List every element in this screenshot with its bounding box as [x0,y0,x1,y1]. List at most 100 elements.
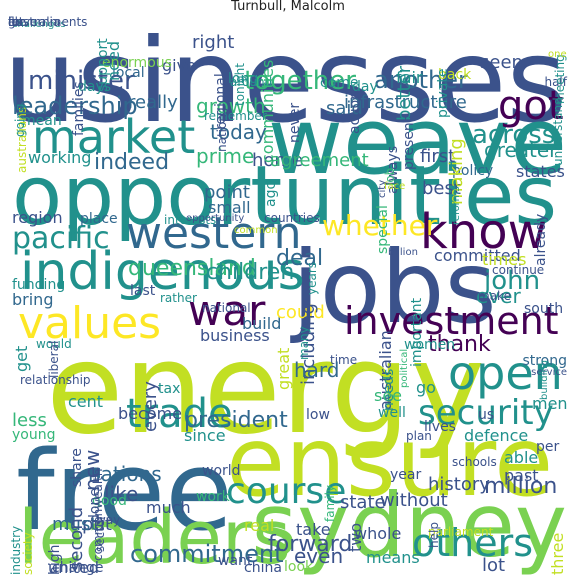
word-working: working [28,148,92,167]
word-hard: hard [294,358,340,382]
word-greater: greater [484,138,558,162]
word-values: values [18,298,162,349]
word-growth: growth [196,94,266,118]
word-free: free [16,427,233,555]
word-mean: mean [22,113,62,129]
word-since: since [184,426,226,445]
word-meeting: meeting [553,54,567,105]
word-service: service [531,367,567,378]
word-defence: defence [464,426,529,445]
word-enormous: enormous [102,55,172,71]
word-long: long [228,71,259,87]
word-come: come [320,75,359,91]
word-low: low [306,407,330,423]
word-fair: fair [396,68,423,87]
word-million: million [484,474,558,499]
word-rather: rather [160,291,197,305]
word-young: young [12,427,56,443]
word-never: never [287,102,303,143]
word-another: another [374,66,468,94]
word-year: year [390,467,422,483]
word-three: three [548,532,567,575]
word-could: could [276,302,325,323]
word-get: get [12,346,31,373]
word-put: put [82,514,112,535]
word-ensure: ensure [226,406,554,518]
word-commitment: commitment [130,540,284,568]
word-family: family [323,484,337,522]
word-region: region [12,208,63,227]
word-governments: governments [8,16,88,29]
word-small: small [208,198,251,217]
word-tax: tax [158,381,181,397]
word-sector: sector [93,514,107,552]
word-plan: plan [406,429,432,443]
word-way: way [96,513,121,527]
word-national: national [202,301,251,315]
word-good: good [92,493,127,509]
word-reforms: reforms [451,185,462,225]
word-leadership: leadership [12,92,138,120]
word-home: home [252,150,304,171]
word-forward: forward [268,532,353,557]
word-states: states [516,162,565,181]
word-know: know [420,204,547,260]
word-two: two [346,523,365,553]
word-means: means [366,548,420,567]
chart-title: Turnbull, Malcolm [231,0,345,14]
word-society: society [21,532,35,575]
word-work: work [196,489,230,505]
word-bring: bring [12,290,54,309]
word-president: president [184,408,288,433]
word-challenges: challenges [12,19,66,30]
word-strong: strong [522,353,567,369]
word-weave: weave [267,88,567,195]
word-going: going [13,103,27,137]
word-nations: nations [88,462,162,486]
word-back: back [438,67,472,83]
word-policy: policy [452,163,494,179]
word-ive: ive [8,16,26,29]
word-together: together [244,66,356,96]
word-change: change [52,560,104,576]
word-important: important [409,298,425,368]
word-support: support [95,38,111,92]
word-better: better [394,66,415,122]
word-last: last [130,283,156,299]
word-remember: remember [204,109,267,123]
word-energy: energy [46,315,486,462]
word-around: around [230,75,273,89]
word-world: world [202,463,241,479]
word-communities: communities [258,59,277,163]
word-point: point [204,182,250,203]
word-united: united [48,558,99,576]
word-past: past [504,466,539,485]
word-funding: funding [12,277,66,293]
word-leaders: leaders [18,495,291,576]
word-trade: trade [126,391,233,437]
word-south: south [524,301,564,317]
word-go: go [416,378,436,397]
word-like: like [104,482,139,506]
word-history: history [428,474,490,495]
word-opportunities: opportunities [12,149,558,244]
word-infrastructure: infrastructure [344,92,467,113]
word-want: want [218,553,253,569]
word-place: place [80,211,118,227]
word-every: every [140,380,161,432]
word-see: see [374,386,403,405]
word-agreement: agreement [270,150,369,171]
word-whole: whole [354,524,402,543]
word-must: must [52,514,98,535]
word-continue: continue [492,263,545,277]
word-high: high [47,544,63,575]
word-jobs: jobs [292,229,497,346]
word-minister: minister [28,66,135,96]
word-interests: interests [164,213,217,227]
word-per: per [536,439,560,455]
word-take: take [296,520,331,539]
word-really: really [128,92,178,113]
word-committed: committed [434,246,521,265]
word-john: john [484,266,541,296]
word-security: security [418,393,554,433]
